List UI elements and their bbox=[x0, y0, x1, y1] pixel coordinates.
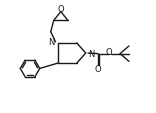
Text: N: N bbox=[88, 49, 95, 58]
Text: N: N bbox=[49, 38, 55, 47]
Text: O: O bbox=[58, 5, 64, 14]
Text: O: O bbox=[95, 64, 101, 73]
Text: O: O bbox=[105, 48, 112, 56]
